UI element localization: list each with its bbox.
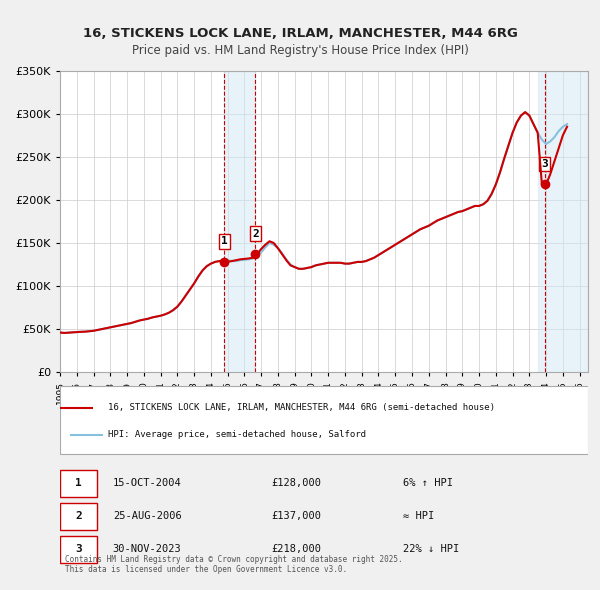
Text: Contains HM Land Registry data © Crown copyright and database right 2025.
This d: Contains HM Land Registry data © Crown c… — [65, 555, 403, 574]
Text: £137,000: £137,000 — [271, 511, 321, 521]
Text: 22% ↓ HPI: 22% ↓ HPI — [403, 544, 460, 554]
Text: ≈ HPI: ≈ HPI — [403, 511, 434, 521]
Text: 6% ↑ HPI: 6% ↑ HPI — [403, 478, 453, 489]
Text: 16, STICKENS LOCK LANE, IRLAM, MANCHESTER, M44 6RG (semi-detached house): 16, STICKENS LOCK LANE, IRLAM, MANCHESTE… — [107, 403, 494, 412]
Text: 30-NOV-2023: 30-NOV-2023 — [113, 544, 182, 554]
Text: 3: 3 — [75, 544, 82, 554]
FancyBboxPatch shape — [60, 470, 97, 497]
Text: £128,000: £128,000 — [271, 478, 321, 489]
Text: 15-OCT-2004: 15-OCT-2004 — [113, 478, 182, 489]
Bar — [224, 71, 255, 372]
Text: £218,000: £218,000 — [271, 544, 321, 554]
Text: Price paid vs. HM Land Registry's House Price Index (HPI): Price paid vs. HM Land Registry's House … — [131, 44, 469, 57]
FancyBboxPatch shape — [60, 503, 97, 530]
Text: 1: 1 — [221, 237, 227, 247]
Text: 16, STICKENS LOCK LANE, IRLAM, MANCHESTER, M44 6RG: 16, STICKENS LOCK LANE, IRLAM, MANCHESTE… — [83, 27, 517, 40]
Text: 25-AUG-2006: 25-AUG-2006 — [113, 511, 182, 521]
FancyBboxPatch shape — [60, 536, 97, 563]
Text: HPI: Average price, semi-detached house, Salford: HPI: Average price, semi-detached house,… — [107, 430, 365, 440]
Text: 1: 1 — [75, 478, 82, 489]
Text: 3: 3 — [541, 159, 548, 169]
Bar — [538, 71, 588, 372]
Text: 2: 2 — [252, 229, 259, 239]
FancyBboxPatch shape — [60, 386, 588, 454]
Text: 2: 2 — [75, 511, 82, 521]
